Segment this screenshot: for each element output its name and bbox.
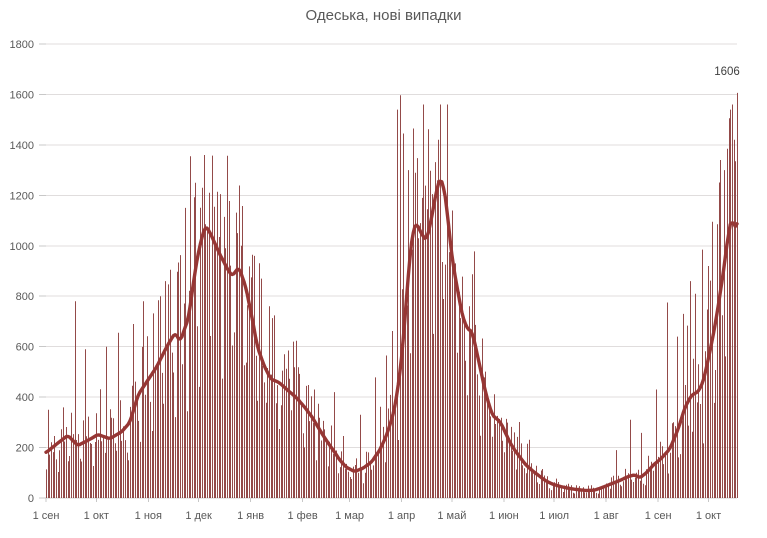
x-tick-label: 1 янв <box>237 510 264 522</box>
x-tick-label: 1 мар <box>335 510 364 522</box>
y-tick-label: 1000 <box>10 241 34 253</box>
last-value-annotation: 1606 <box>714 66 740 78</box>
x-tick-label: 1 авг <box>594 510 619 522</box>
x-tick-label: 1 июн <box>489 510 519 522</box>
y-tick-label: 1600 <box>10 89 34 101</box>
x-tick-label: 1 апр <box>388 510 415 522</box>
x-tick-label: 1 ноя <box>135 510 162 522</box>
x-tick-label: 1 сен <box>33 510 60 522</box>
y-tick-label: 600 <box>16 342 34 354</box>
y-tick-label: 1200 <box>10 190 34 202</box>
seven-day-average-line <box>44 179 739 493</box>
y-tick-label: 0 <box>28 493 34 505</box>
x-tick-label: 1 фев <box>288 510 318 522</box>
x-tick-label: 1 июл <box>539 510 569 522</box>
y-tick-label: 400 <box>16 392 34 404</box>
x-tick-label: 1 окт <box>696 510 721 522</box>
chart-title: Одеська, нові випадки <box>305 7 462 24</box>
y-tick-label: 800 <box>16 291 34 303</box>
y-tick-label: 1800 <box>10 39 34 51</box>
x-tick-label: 1 окт <box>84 510 109 522</box>
x-tick-label: 1 сен <box>645 510 672 522</box>
x-tick-label: 1 май <box>437 510 466 522</box>
y-tick-label: 200 <box>16 443 34 455</box>
x-tick-label: 1 дек <box>185 510 212 522</box>
y-tick-label: 1400 <box>10 140 34 152</box>
daily-cases-bars <box>46 92 738 498</box>
